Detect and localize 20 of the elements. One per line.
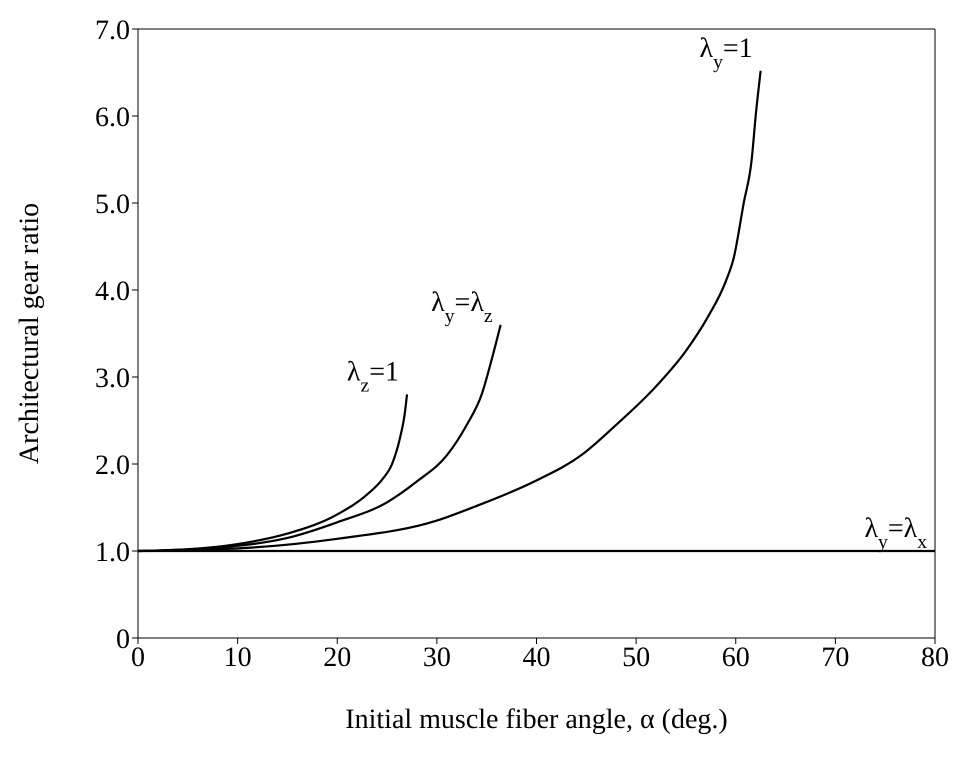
x-tick-label: 70	[821, 642, 850, 673]
x-tick-label: 60	[722, 642, 750, 673]
x-tick-label: 20	[323, 642, 352, 673]
y-tick-label: 7.0	[95, 14, 130, 46]
y-tick-label: 1.0	[95, 536, 130, 568]
series-label: λ$_{y}$=λ$_{z}$	[431, 286, 493, 326]
x-axis-title: Initial muscle fiber angle, α (deg.)	[345, 704, 728, 735]
x-tick-label: 50	[622, 642, 650, 673]
y-tick-label: 6.0	[95, 102, 130, 133]
series-label: λ$_{z}$=1	[346, 356, 399, 396]
x-tick-label: 30	[422, 642, 451, 673]
y-tick-label: 2.0	[95, 450, 130, 481]
x-tick-label: 80	[921, 642, 949, 673]
x-tick-label: 10	[224, 642, 252, 673]
x-tick-label: 40	[522, 642, 550, 673]
y-tick-label: 4.0	[95, 276, 130, 307]
y-tick-label: 3.0	[95, 362, 130, 394]
series-label: λ$_{y}$=1	[699, 32, 753, 72]
y-axis-title: Architectural gear ratio	[14, 202, 45, 464]
y-tick-label: 5.0	[95, 188, 130, 220]
